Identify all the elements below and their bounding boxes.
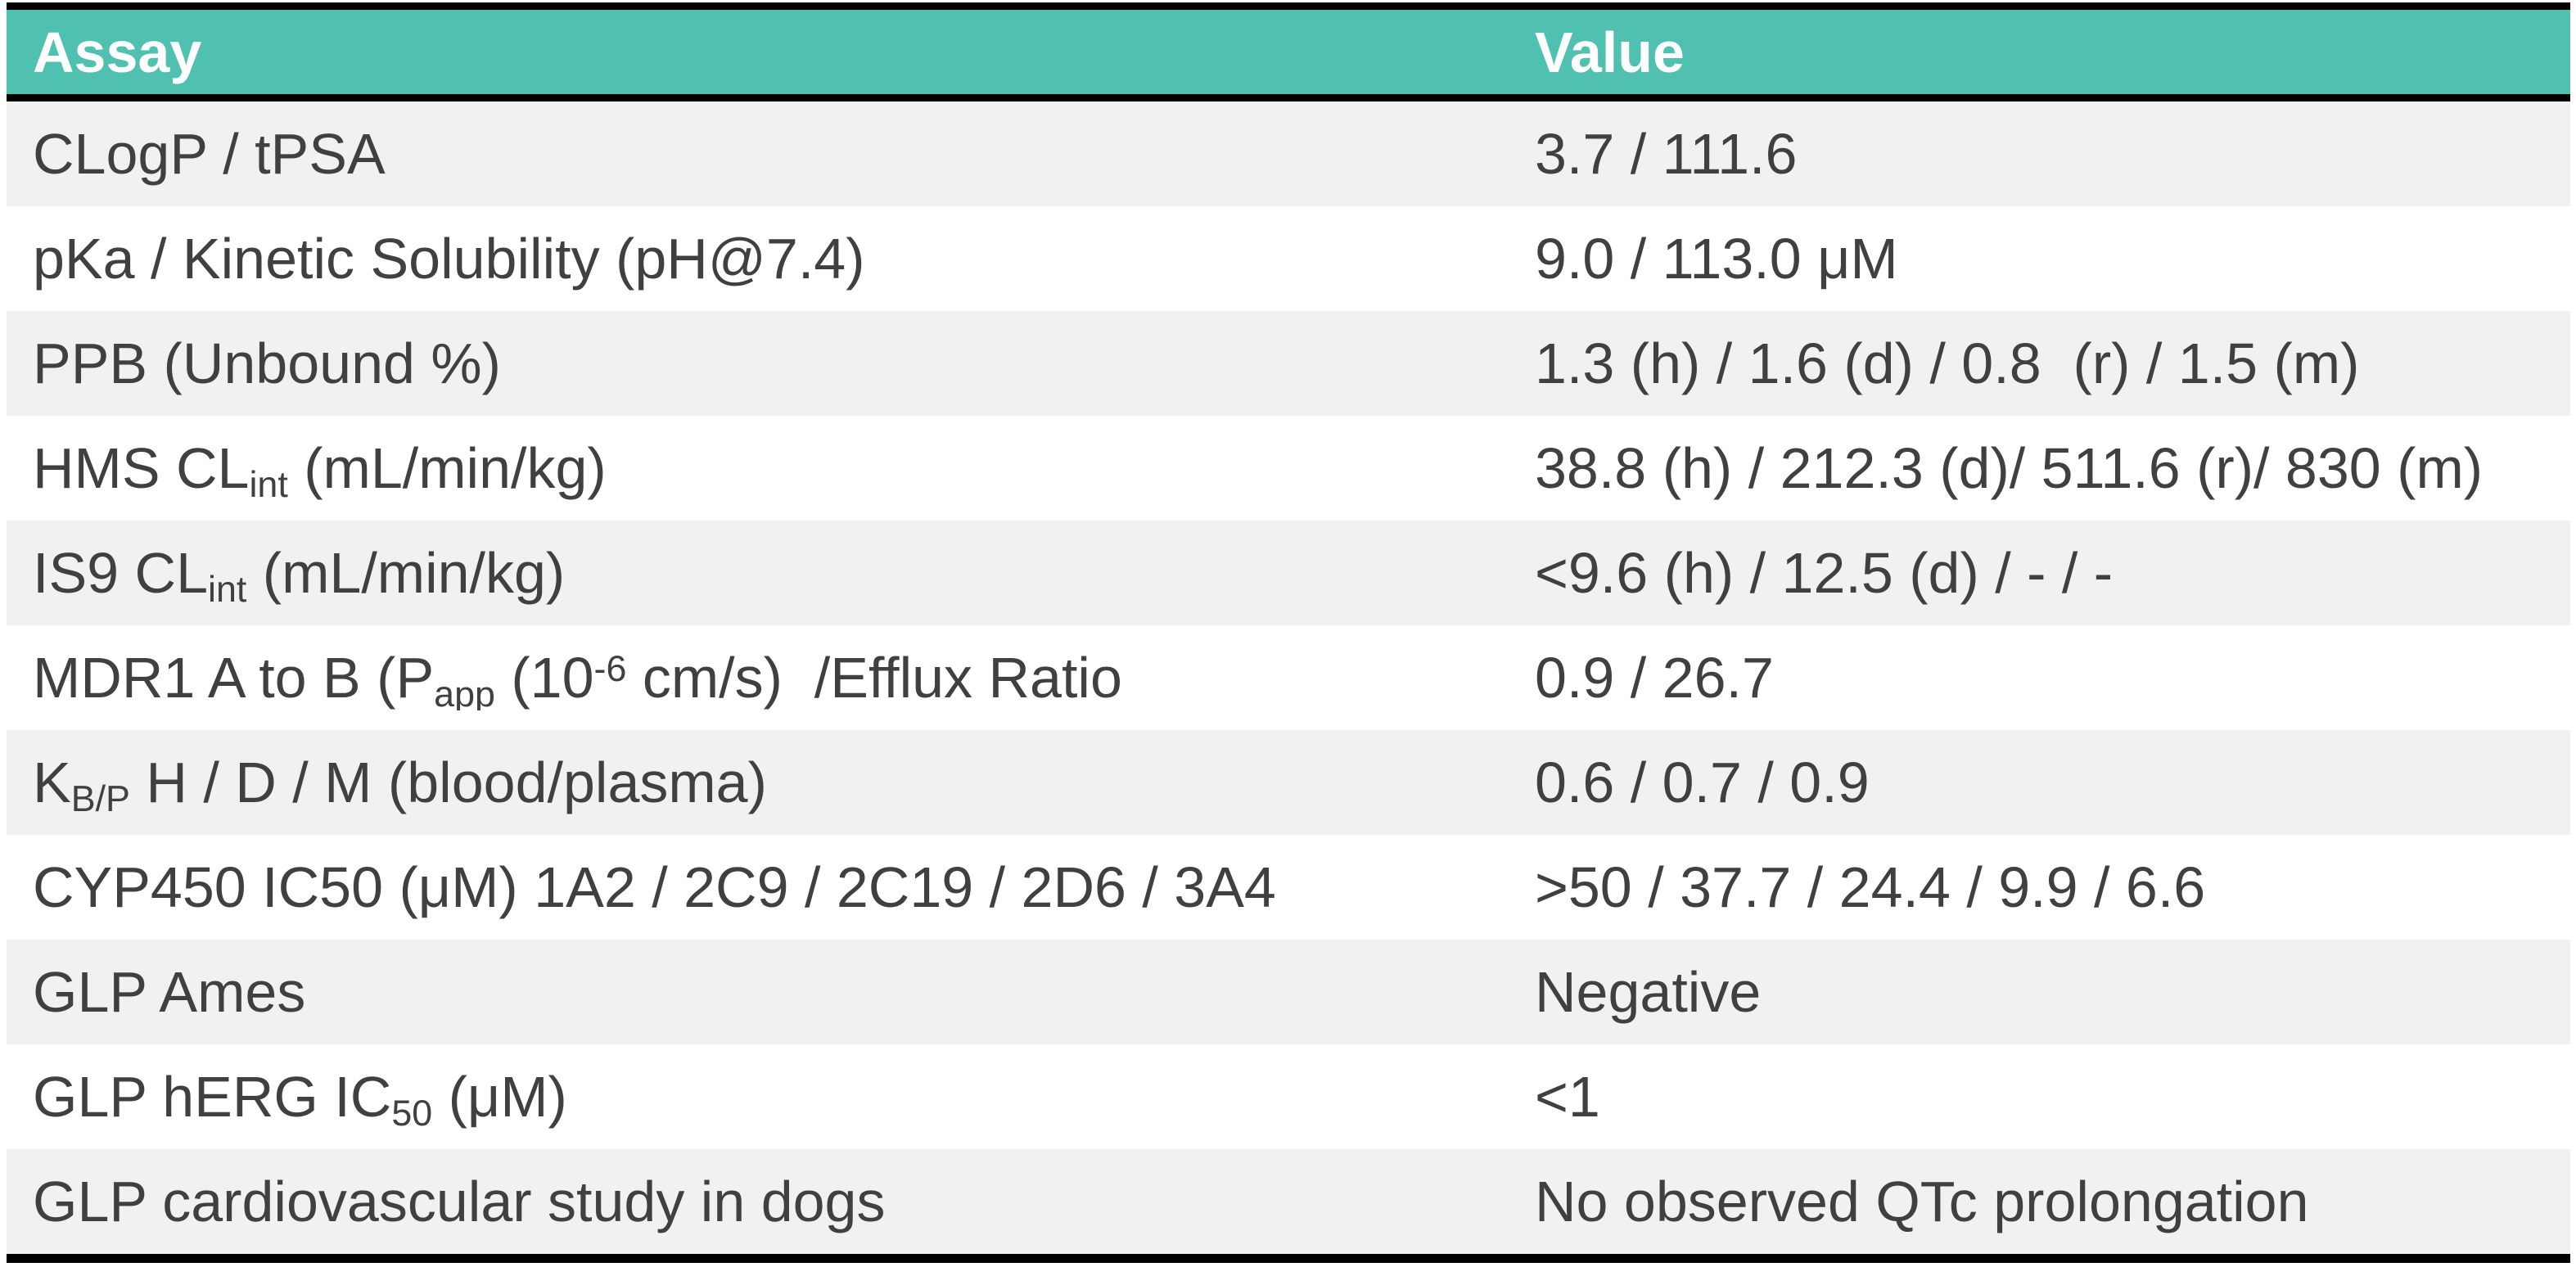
assay-cell: HMS CLint (mL/min/kg) — [7, 435, 1509, 501]
text-run: <1 — [1535, 1065, 1600, 1129]
text-run: 0.6 / 0.7 / 0.9 — [1535, 751, 1870, 814]
text-run: GLP hERG IC — [33, 1065, 392, 1129]
text-run: (mL/min/kg) — [287, 436, 607, 500]
text-run: (10 — [494, 646, 594, 710]
subscript-text-run: app — [434, 674, 495, 710]
text-run: K — [33, 751, 71, 814]
value-cell: No observed QTc prolongation — [1509, 1169, 2570, 1234]
table-row: GLP cardiovascular study in dogs No obser… — [7, 1149, 2570, 1254]
column-header-value: Value — [1535, 20, 1685, 84]
table-row: IS9 CLint (mL/min/kg) <9.6 (h) / 12.5 (d)… — [7, 521, 2570, 625]
subscript-text-run: int — [249, 464, 288, 501]
value-cell: Negative — [1509, 959, 2570, 1025]
subscript-text-run: 50 — [391, 1093, 433, 1129]
subscript-text-run: int — [208, 569, 247, 606]
assay-cell: KB/P H / D / M (blood/plasma) — [7, 750, 1509, 815]
value-cell: <1 — [1509, 1064, 2570, 1129]
header-divider-rule — [7, 94, 2570, 101]
text-run: PPB (Unbound %) — [33, 331, 501, 395]
supscript-text-run: -6 — [593, 647, 627, 689]
text-run: pKa / Kinetic Solubility (pH@7.4) — [33, 227, 865, 291]
text-run: 9.0 / 113.0 μM — [1535, 227, 1898, 291]
text-run: cm/s) /Efflux Ratio — [626, 646, 1122, 710]
text-run: >50 / 37.7 / 24.4 / 9.9 / 6.6 — [1535, 855, 2206, 919]
text-run: GLP Ames — [33, 960, 306, 1024]
text-run: HMS CL — [33, 436, 250, 500]
value-cell: 9.0 / 113.0 μM — [1509, 226, 2570, 291]
assay-cell: GLP Ames — [7, 959, 1509, 1025]
table-bottom-rule — [7, 1254, 2570, 1263]
value-cell: 1.3 (h) / 1.6 (d) / 0.8 (r) / 1.5 (m) — [1509, 331, 2570, 396]
text-run: 38.8 (h) / 212.3 (d)/ 511.6 (r)/ 830 (m) — [1535, 436, 2484, 500]
assay-cell: GLP cardiovascular study in dogs — [7, 1169, 1509, 1234]
assay-cell: MDR1 A to B (Papp (10-6 cm/s) /Efflux Ra… — [7, 645, 1509, 710]
table-row: KB/P H / D / M (blood/plasma) 0.6 / 0.7 /… — [7, 730, 2570, 835]
text-run: <9.6 (h) / 12.5 (d) / - / - — [1535, 541, 2114, 605]
text-run: H / D / M (blood/plasma) — [129, 751, 767, 814]
table-row: GLP hERG IC50 (μM) <1 — [7, 1044, 2570, 1149]
table-row: PPB (Unbound %) 1.3 (h) / 1.6 (d) / 0.8 (… — [7, 311, 2570, 416]
text-run: (μM) — [432, 1065, 567, 1129]
text-run: GLP cardiovascular study in dogs — [33, 1170, 886, 1233]
assay-cell: GLP hERG IC50 (μM) — [7, 1064, 1509, 1129]
assay-cell: CLogP / tPSA — [7, 121, 1509, 187]
table-row: CLogP / tPSA 3.7 / 111.6 — [7, 101, 2570, 206]
table-row: HMS CLint (mL/min/kg) 38.8 (h) / 212.3 (d… — [7, 416, 2570, 521]
text-run: 3.7 / 111.6 — [1535, 122, 1798, 186]
text-run: 1.3 (h) / 1.6 (d) / 0.8 (r) / 1.5 (m) — [1535, 331, 2360, 395]
text-run: MDR1 A to B (P — [33, 646, 435, 710]
value-cell: >50 / 37.7 / 24.4 / 9.9 / 6.6 — [1509, 854, 2570, 920]
table-header-row: Assay Value — [7, 10, 2570, 94]
value-cell: <9.6 (h) / 12.5 (d) / - / - — [1509, 540, 2570, 606]
table-row: GLP Ames Negative — [7, 940, 2570, 1044]
text-run: No observed QTc prolongation — [1535, 1170, 2309, 1233]
text-run: CYP450 IC50 (μM) 1A2 / 2C9 / 2C19 / 2D6 … — [33, 855, 1276, 919]
table-body: CLogP / tPSA 3.7 / 111.6 pKa / Kinetic Sol… — [7, 101, 2570, 1254]
value-cell: 38.8 (h) / 212.3 (d)/ 511.6 (r)/ 830 (m) — [1509, 435, 2570, 501]
table-row: CYP450 IC50 (μM) 1A2 / 2C9 / 2C19 / 2D6 … — [7, 835, 2570, 940]
assay-value-table: Assay Value CLogP / tPSA 3.7 / 111.6 pKa /… — [7, 2, 2570, 1263]
value-cell: 3.7 / 111.6 — [1509, 121, 2570, 187]
value-cell: 0.9 / 26.7 — [1509, 645, 2570, 710]
text-run: Negative — [1535, 960, 1762, 1024]
table-top-rule — [7, 2, 2570, 10]
assay-cell: PPB (Unbound %) — [7, 331, 1509, 396]
assay-cell: IS9 CLint (mL/min/kg) — [7, 540, 1509, 606]
text-run: 0.9 / 26.7 — [1535, 646, 1774, 710]
column-header-assay: Assay — [33, 20, 202, 84]
table-row: pKa / Kinetic Solubility (pH@7.4) 9.0 / 1… — [7, 206, 2570, 311]
text-run: (mL/min/kg) — [246, 541, 566, 605]
table-row: MDR1 A to B (Papp (10-6 cm/s) /Efflux Ra… — [7, 625, 2570, 730]
text-run: CLogP / tPSA — [33, 122, 386, 186]
value-cell: 0.6 / 0.7 / 0.9 — [1509, 750, 2570, 815]
subscript-text-run: B/P — [70, 778, 130, 815]
assay-cell: CYP450 IC50 (μM) 1A2 / 2C9 / 2C19 / 2D6 … — [7, 854, 1509, 920]
text-run: IS9 CL — [33, 541, 208, 605]
assay-cell: pKa / Kinetic Solubility (pH@7.4) — [7, 226, 1509, 291]
